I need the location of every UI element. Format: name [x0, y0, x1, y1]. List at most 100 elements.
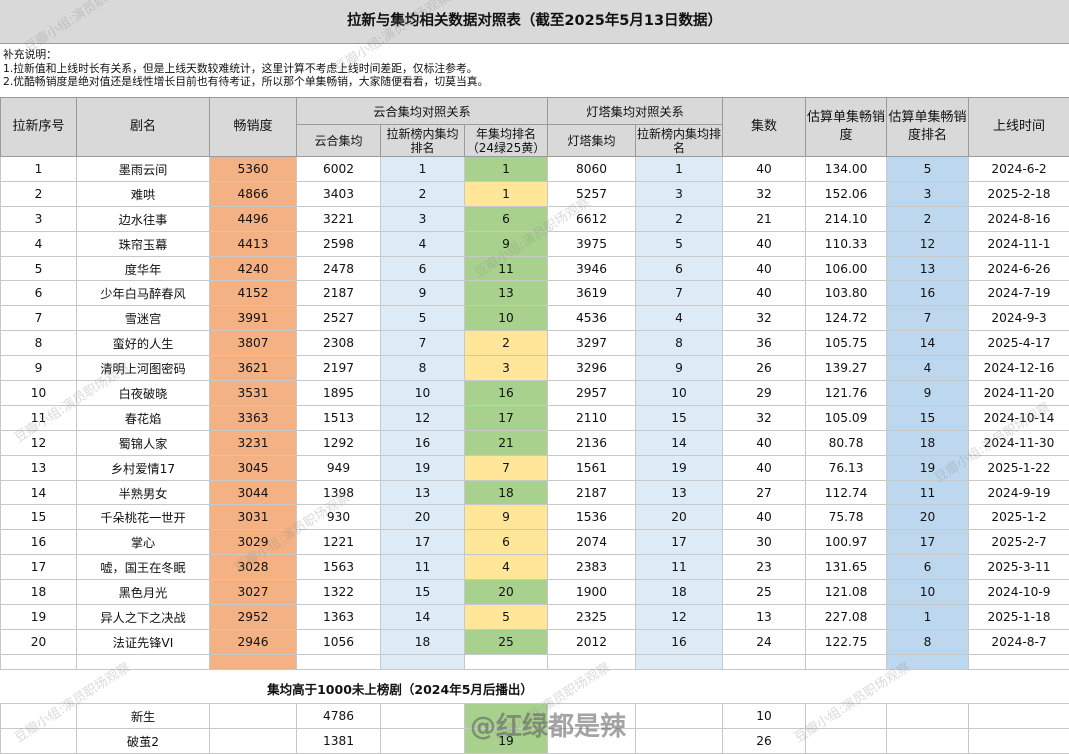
est-single-cell: 227.08	[806, 605, 887, 630]
name-cell: 破茧2	[77, 729, 210, 754]
yunhe-avg-cell: 3403	[297, 181, 381, 206]
header-name: 剧名	[77, 98, 210, 157]
year-rank-cell: 7	[465, 455, 548, 480]
rank-cell: 15	[1, 505, 77, 530]
empty-cell	[1, 654, 77, 669]
dengta-avg-cell: 1561	[548, 455, 636, 480]
est-rank-cell: 18	[887, 430, 969, 455]
dengta-rank-cell: 6	[636, 256, 723, 281]
rank-cell: 5	[1, 256, 77, 281]
dengta-rank-cell: 10	[636, 381, 723, 406]
est-single-cell: 121.08	[806, 580, 887, 605]
year-rank-cell: 10	[465, 306, 548, 331]
dengta-avg-cell: 2074	[548, 530, 636, 555]
yunhe-rank-cell: 13	[381, 480, 465, 505]
dengta-rank-cell: 12	[636, 605, 723, 630]
header-dengta-rank: 拉新榜内集均排名	[636, 125, 723, 157]
empty-cell	[210, 654, 297, 669]
dengta-avg-cell: 2187	[548, 480, 636, 505]
empty-cell	[548, 654, 636, 669]
release-cell: 2025-1-18	[969, 605, 1069, 630]
rank-cell: 9	[1, 356, 77, 381]
header-est-rank: 估算单集畅销度排名	[887, 98, 969, 157]
est-single-cell: 152.06	[806, 181, 887, 206]
yunhe-rank-cell: 4	[381, 231, 465, 256]
yunhe-rank-cell: 7	[381, 331, 465, 356]
sales-cell: 3531	[210, 381, 297, 406]
dengta-rank-cell: 5	[636, 231, 723, 256]
dengta-avg-cell: 2383	[548, 555, 636, 580]
rank-cell: 16	[1, 530, 77, 555]
sales-cell: 4496	[210, 206, 297, 231]
episodes-cell: 40	[723, 455, 806, 480]
sales-cell: 4240	[210, 256, 297, 281]
sales-cell: 4152	[210, 281, 297, 306]
yunhe-avg-cell: 6002	[297, 157, 381, 182]
est-rank-cell: 4	[887, 356, 969, 381]
yunhe-rank-cell: 19	[381, 455, 465, 480]
yunhe-avg-cell: 1895	[297, 381, 381, 406]
dengta-rank-cell: 18	[636, 580, 723, 605]
rank-cell: 19	[1, 605, 77, 630]
yunhe-avg-cell: 2478	[297, 256, 381, 281]
episodes-cell: 40	[723, 281, 806, 306]
header-sales: 畅销度	[210, 98, 297, 157]
yunhe-avg-cell: 2598	[297, 231, 381, 256]
header-yunhe-rank: 拉新榜内集均排名	[381, 125, 465, 157]
empty-cell	[381, 704, 465, 729]
release-cell: 2025-1-22	[969, 455, 1069, 480]
est-rank-cell: 15	[887, 405, 969, 430]
dengta-rank-cell: 3	[636, 181, 723, 206]
empty-cell	[297, 654, 381, 669]
year-rank-cell: 21	[465, 430, 548, 455]
release-cell: 2024-9-19	[969, 480, 1069, 505]
episodes-cell: 26	[723, 729, 806, 754]
sales-cell: 3231	[210, 430, 297, 455]
est-rank-cell: 12	[887, 231, 969, 256]
est-single-cell: 214.10	[806, 206, 887, 231]
episodes-cell: 40	[723, 231, 806, 256]
year-rank-cell: 17	[465, 405, 548, 430]
release-cell: 2025-2-7	[969, 530, 1069, 555]
name-cell: 清明上河图密码	[77, 356, 210, 381]
note-line: 2.优酷畅销度是绝对值还是线性增长目前也有待考证，所以那个单集畅销，大家随便看看…	[3, 75, 903, 89]
name-cell: 边水往事	[77, 206, 210, 231]
yunhe-avg-cell: 3221	[297, 206, 381, 231]
rank-cell: 2	[1, 181, 77, 206]
yunhe-avg-cell: 930	[297, 505, 381, 530]
rank-cell: 7	[1, 306, 77, 331]
dengta-avg-cell: 3297	[548, 331, 636, 356]
header-dengta-group: 灯塔集均对照关系	[548, 98, 723, 125]
est-rank-cell: 1	[887, 605, 969, 630]
est-rank-cell: 7	[887, 306, 969, 331]
header-est-single: 估算单集畅销度	[806, 98, 887, 157]
empty-cell	[1, 704, 77, 729]
release-cell: 2025-4-17	[969, 331, 1069, 356]
est-single-cell: 121.76	[806, 381, 887, 406]
name-cell: 难哄	[77, 181, 210, 206]
episodes-cell: 32	[723, 306, 806, 331]
release-cell: 2025-3-11	[969, 555, 1069, 580]
yunhe-rank-cell: 5	[381, 306, 465, 331]
est-single-cell: 75.78	[806, 505, 887, 530]
yunhe-rank-cell: 16	[381, 430, 465, 455]
yunhe-rank-cell: 6	[381, 256, 465, 281]
release-cell: 2024-11-30	[969, 430, 1069, 455]
name-cell: 嘘，国王在冬眠	[77, 555, 210, 580]
yunhe-rank-cell: 17	[381, 530, 465, 555]
dengta-avg-cell: 4536	[548, 306, 636, 331]
year-rank-cell: 11	[465, 256, 548, 281]
dengta-avg-cell: 3296	[548, 356, 636, 381]
name-cell: 异人之下之决战	[77, 605, 210, 630]
